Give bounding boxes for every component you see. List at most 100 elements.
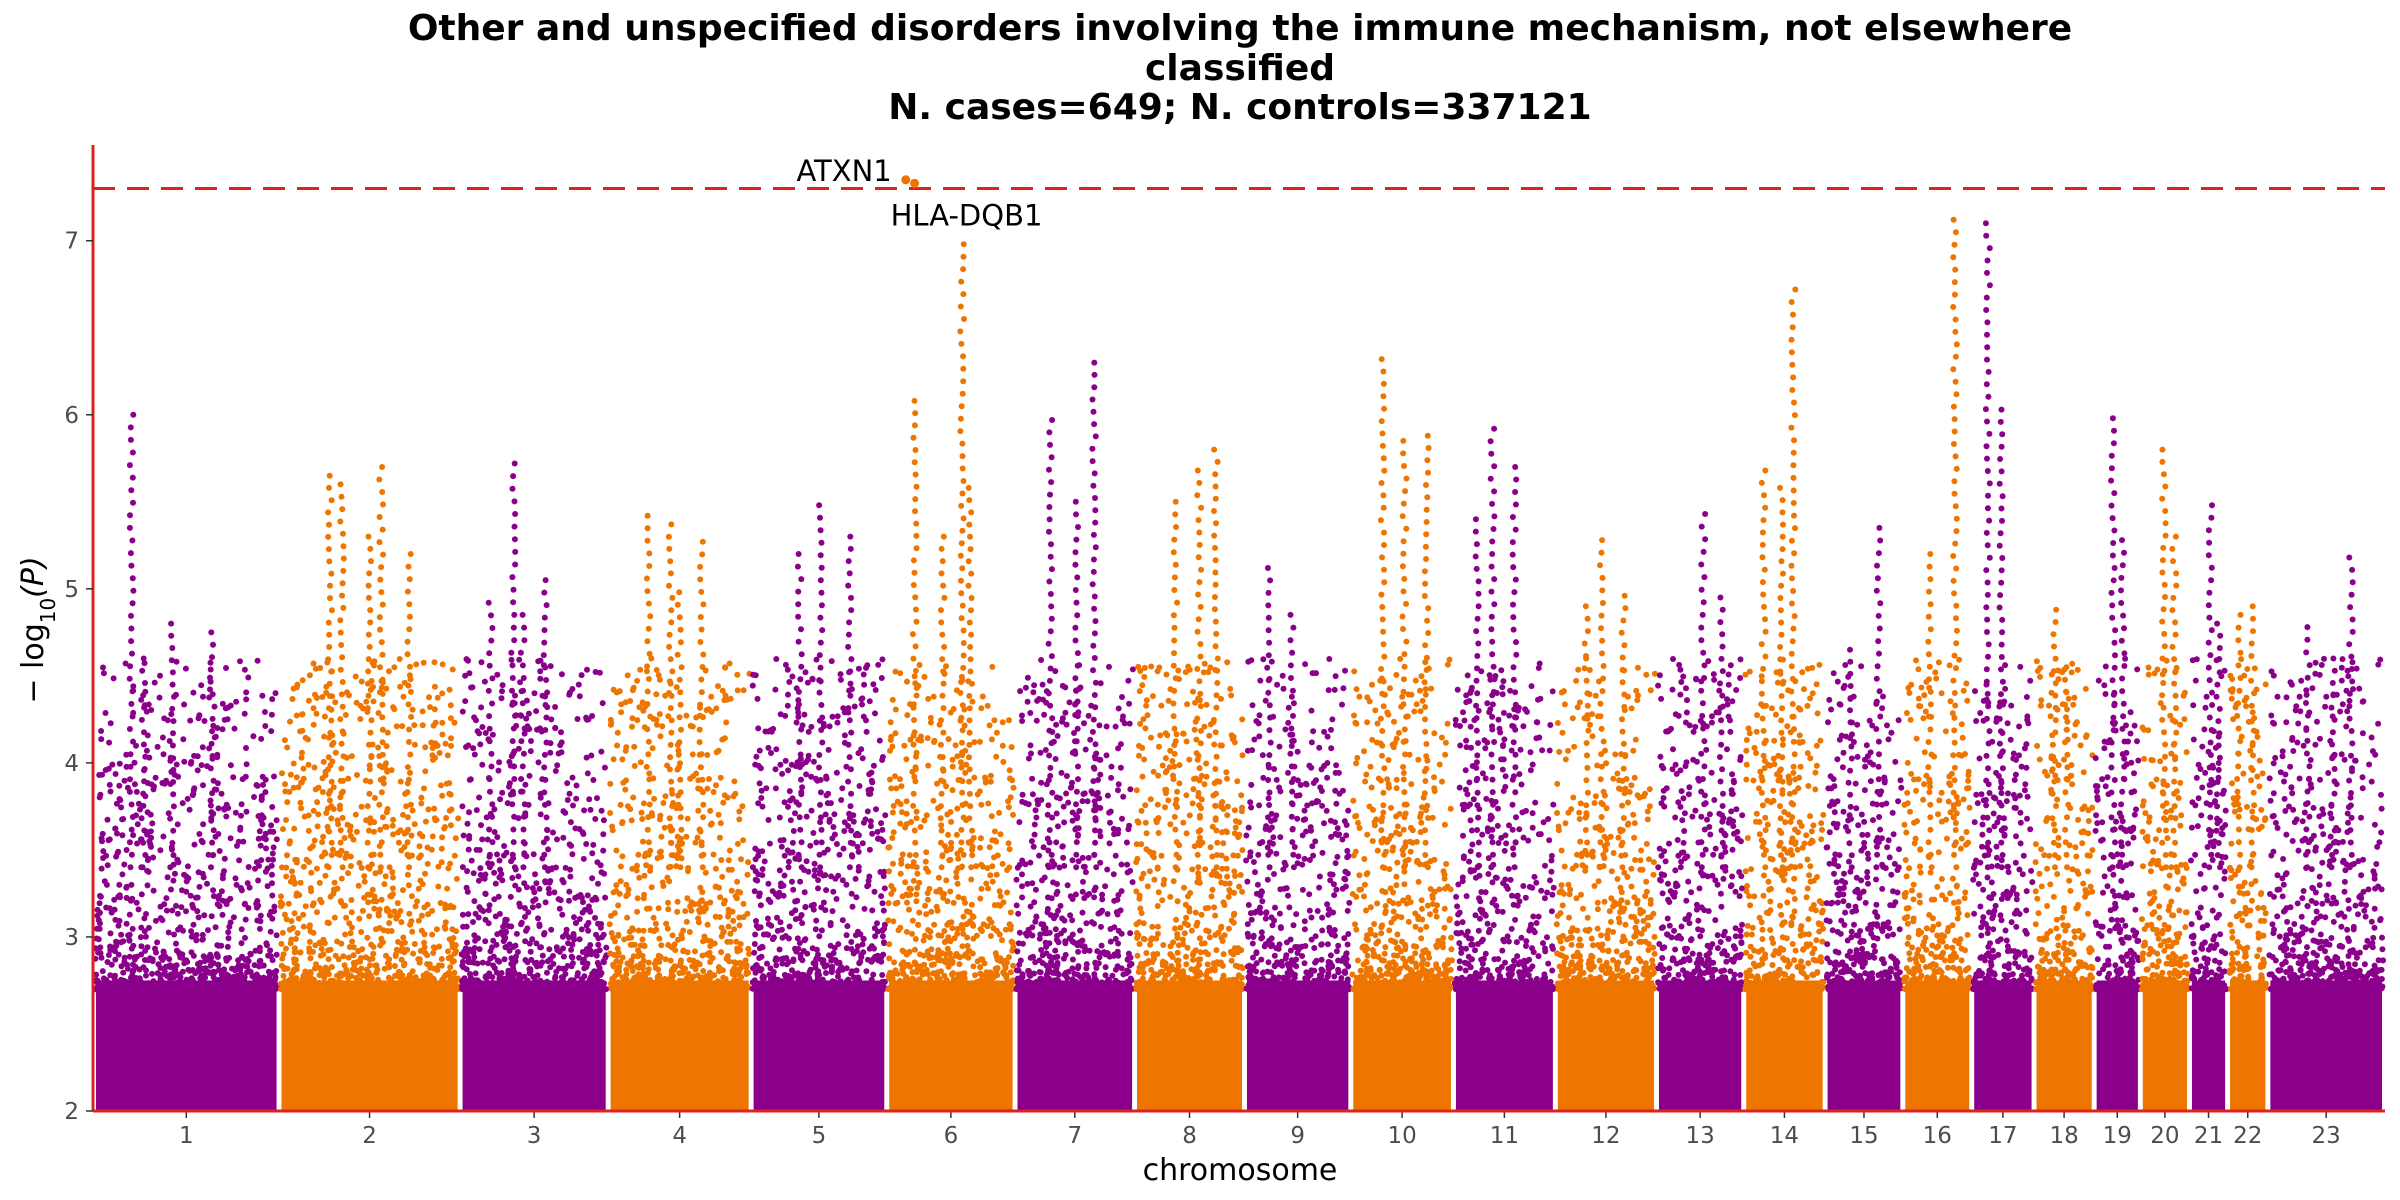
snp-point (447, 715, 454, 722)
snp-point (542, 727, 549, 733)
snp-point (621, 936, 628, 943)
snp-point (478, 659, 485, 666)
snp-point (259, 692, 266, 699)
snp-point (637, 960, 644, 967)
snp-point (629, 723, 635, 730)
snp-point (478, 822, 484, 829)
snp-point (813, 946, 820, 953)
snp-point (608, 912, 614, 919)
snp-point (734, 840, 741, 847)
snp-point (511, 536, 518, 543)
snp-point (506, 947, 513, 954)
snp-point (256, 944, 263, 951)
snp-point (212, 733, 219, 740)
snp-point (297, 879, 304, 886)
snp-point (785, 978, 791, 985)
snp-point (520, 826, 527, 833)
snp-point (575, 681, 582, 688)
snp-point (644, 588, 651, 595)
snp-point (552, 975, 558, 982)
snp-point (447, 822, 454, 829)
snp-point (173, 658, 180, 665)
snp-point (538, 986, 545, 993)
snp-point (848, 790, 855, 797)
snp-point (391, 963, 398, 969)
snp-point (494, 851, 500, 858)
snp-point (798, 651, 805, 658)
snp-point (553, 986, 560, 993)
snp-point (872, 687, 879, 693)
snp-point (601, 870, 608, 877)
snp-point (130, 738, 136, 745)
snp-point (755, 848, 762, 855)
snp-point (195, 914, 202, 921)
snp-point (830, 950, 837, 957)
chromosome-3-points (458, 460, 610, 1111)
snp-point (716, 834, 723, 841)
snp-point (453, 928, 460, 935)
snp-point (816, 933, 823, 940)
snp-point (629, 687, 636, 694)
snp-point (496, 874, 503, 881)
snp-point (214, 954, 221, 960)
snp-point (407, 801, 414, 808)
snp-point (400, 811, 406, 818)
snp-point (328, 607, 335, 614)
snp-point (367, 729, 374, 736)
snp-point (290, 760, 297, 767)
snp-point (603, 944, 610, 951)
snp-point (386, 864, 393, 871)
snp-point (516, 985, 523, 992)
snp-point (434, 967, 441, 973)
snp-point (421, 931, 428, 938)
snp-point (127, 776, 133, 783)
snp-point (343, 850, 350, 857)
snp-point (292, 936, 299, 942)
snp-point (542, 664, 549, 671)
snp-point (141, 660, 148, 667)
snp-point (256, 985, 263, 992)
snp-point (669, 790, 676, 797)
snp-point (837, 676, 844, 683)
snp-point (817, 814, 824, 821)
snp-point (699, 952, 706, 959)
snp-point (881, 885, 888, 892)
snp-point (315, 784, 322, 791)
snp-point (798, 776, 804, 783)
snp-point (284, 852, 290, 859)
snp-point (839, 785, 846, 792)
snp-point (667, 839, 674, 846)
snp-point (290, 784, 297, 791)
snp-point (756, 780, 763, 787)
snp-point (256, 828, 263, 835)
snp-point (390, 831, 397, 838)
snp-point (745, 945, 752, 952)
snp-point (511, 763, 518, 770)
snp-point (680, 948, 687, 955)
snp-point (119, 832, 126, 839)
snp-point (576, 980, 583, 987)
snp-point (644, 826, 651, 833)
snp-point (815, 885, 821, 892)
snp-point (598, 748, 605, 755)
snp-point (383, 952, 389, 959)
snp-point (209, 728, 216, 735)
snp-point (407, 921, 414, 928)
snp-point (848, 890, 855, 897)
snp-point (494, 931, 501, 938)
snp-point (829, 978, 836, 985)
snp-point (731, 965, 738, 972)
snp-point (777, 837, 784, 844)
snp-point (361, 878, 368, 885)
snp-point (430, 986, 437, 993)
snp-point (358, 678, 365, 685)
snp-point (295, 983, 302, 990)
snp-point (121, 777, 128, 784)
snp-point (176, 949, 182, 956)
snp-point (589, 875, 596, 882)
snp-point (871, 888, 878, 895)
snp-point (468, 857, 475, 864)
snp-point (189, 901, 196, 908)
snp-point (797, 878, 804, 885)
snp-point (413, 661, 420, 668)
